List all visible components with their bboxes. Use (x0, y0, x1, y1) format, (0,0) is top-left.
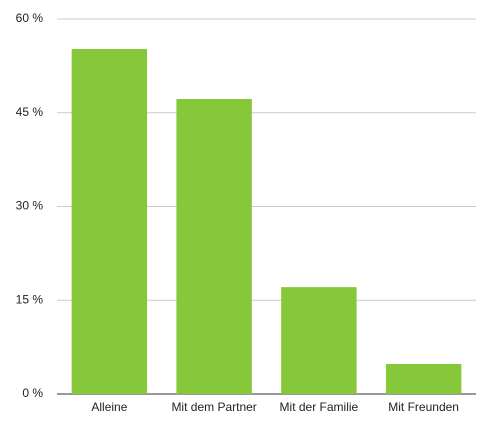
y-tick-label: 45 % (16, 105, 44, 119)
y-tick-label: 60 % (16, 11, 44, 25)
x-tick-label: Mit Freunden (388, 400, 459, 414)
bar (176, 99, 252, 394)
bar (281, 287, 357, 394)
x-tick-label: Alleine (91, 400, 127, 414)
y-tick-label: 30 % (16, 199, 44, 213)
bar (71, 49, 148, 394)
y-tick-label: 0 % (22, 386, 43, 400)
y-tick-label: 15 % (16, 292, 44, 306)
bar (385, 364, 462, 394)
x-tick-label: Mit der Familie (280, 400, 359, 414)
x-tick-label: Mit dem Partner (171, 400, 256, 414)
